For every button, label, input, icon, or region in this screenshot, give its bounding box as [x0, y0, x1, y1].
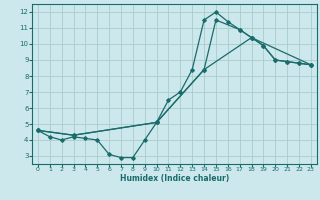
- X-axis label: Humidex (Indice chaleur): Humidex (Indice chaleur): [120, 174, 229, 183]
